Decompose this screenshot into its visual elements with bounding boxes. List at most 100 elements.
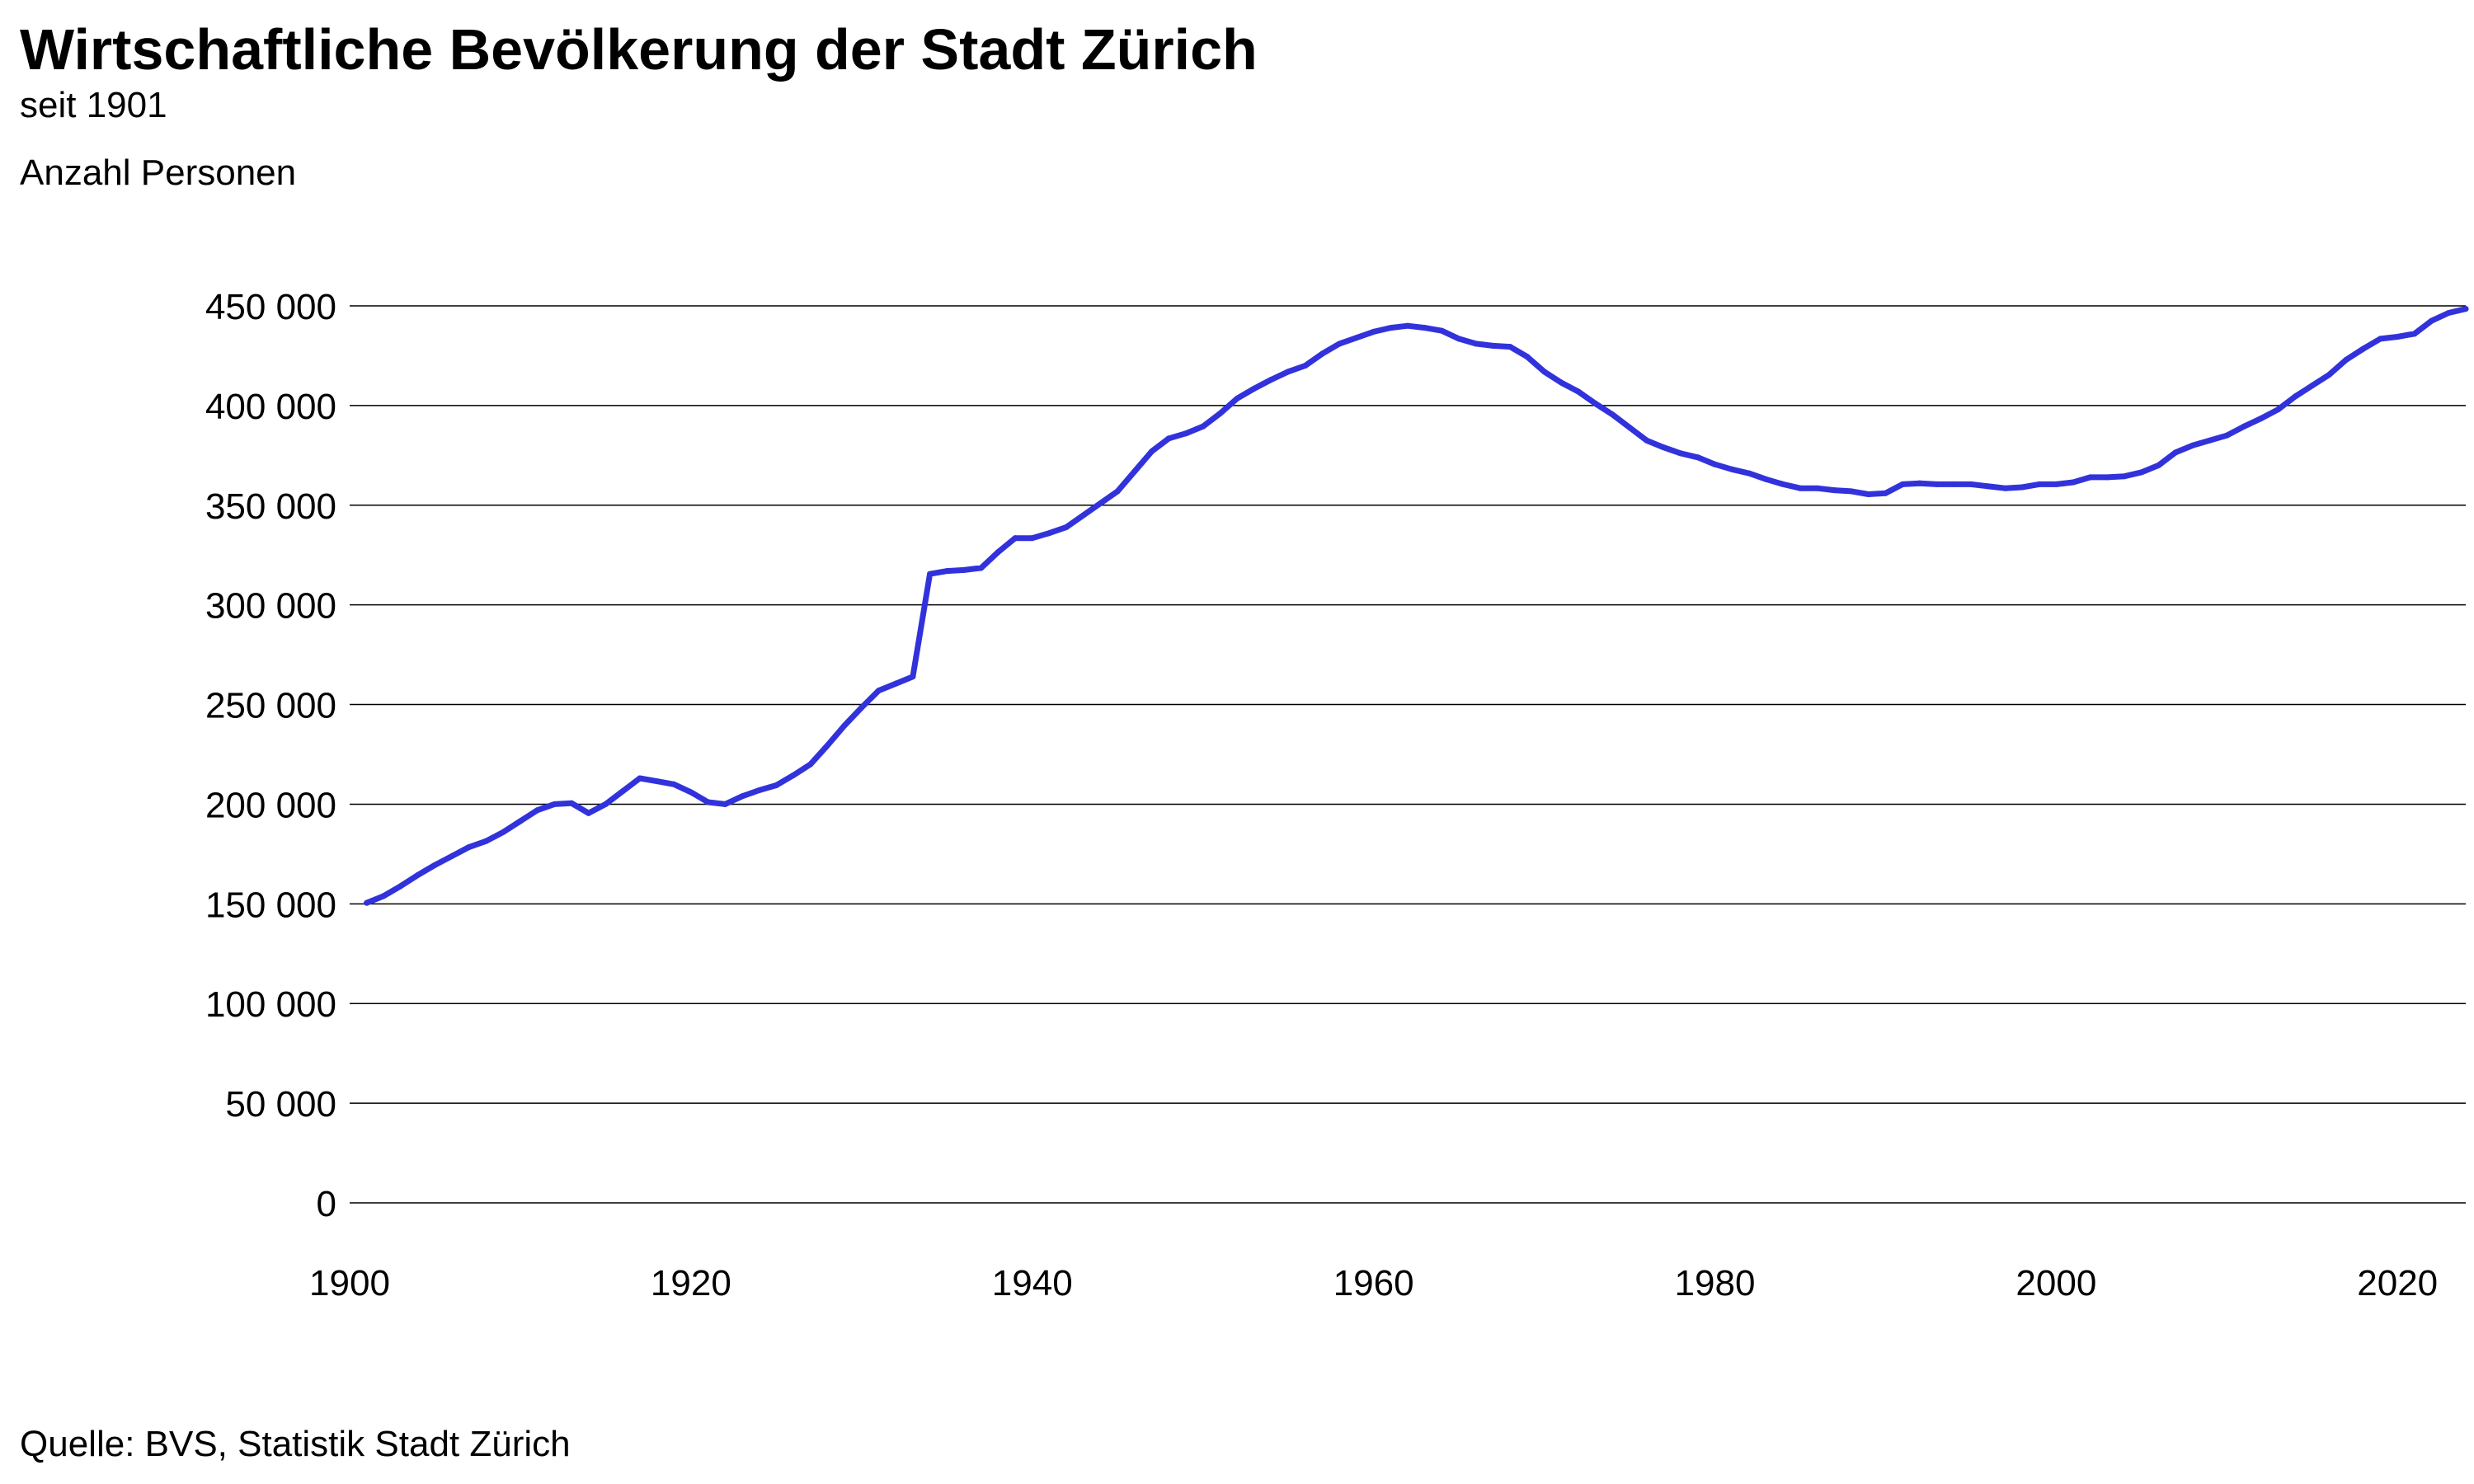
- x-tick-label: 1920: [651, 1263, 731, 1303]
- data-point: [1950, 481, 1957, 487]
- x-tick-label: 1900: [309, 1263, 390, 1303]
- data-point: [1592, 400, 1599, 406]
- data-point: [466, 843, 473, 850]
- data-point: [568, 800, 575, 806]
- y-tick-label: 0: [317, 1184, 336, 1224]
- data-point: [2462, 306, 2469, 312]
- data-points: [364, 306, 2469, 906]
- data-point: [1695, 454, 1701, 461]
- data-point: [1149, 448, 1155, 454]
- data-point: [876, 688, 882, 694]
- data-point: [1814, 485, 1821, 491]
- x-tick-label: 2020: [2357, 1263, 2438, 1303]
- data-point: [1780, 481, 1786, 487]
- data-point: [1080, 512, 1087, 519]
- data-point: [1046, 530, 1052, 537]
- y-tick-label: 450 000: [205, 287, 336, 327]
- data-point: [1473, 340, 1479, 347]
- data-point: [807, 761, 814, 768]
- data-point: [1968, 481, 1974, 487]
- data-point: [397, 883, 404, 890]
- data-point: [2070, 479, 2077, 486]
- gridlines: [350, 305, 2466, 1204]
- data-point: [1558, 379, 1564, 386]
- data-point: [1029, 535, 1036, 542]
- data-point: [1899, 481, 1906, 487]
- data-point: [1729, 466, 1735, 472]
- data-point: [1865, 491, 1872, 497]
- data-point: [2223, 432, 2230, 439]
- data-point: [1387, 325, 1394, 331]
- data-point: [449, 852, 455, 859]
- data-point: [653, 778, 660, 785]
- chart-subtitle: seit 1901: [20, 85, 167, 125]
- series-line: [364, 306, 2469, 906]
- y-tick-label: 400 000: [205, 387, 336, 427]
- data-point: [688, 789, 694, 796]
- data-point: [2138, 469, 2145, 476]
- data-point: [380, 893, 387, 899]
- data-point: [1234, 395, 1240, 402]
- data-point: [1251, 385, 1258, 392]
- data-point: [1831, 487, 1837, 494]
- data-point: [858, 704, 865, 711]
- data-point: [1200, 423, 1206, 430]
- data-point: [1882, 490, 1888, 496]
- data-point: [773, 782, 779, 788]
- data-point: [1404, 322, 1411, 329]
- data-point: [1848, 488, 1855, 495]
- data-point: [705, 799, 712, 805]
- data-point: [1012, 535, 1018, 542]
- data-point: [1319, 350, 1326, 357]
- data-point: [670, 781, 677, 787]
- data-point: [1711, 461, 1718, 467]
- data-point: [1183, 430, 1189, 437]
- y-tick-label: 100 000: [205, 984, 336, 1025]
- data-point: [2411, 331, 2418, 337]
- data-point: [1268, 376, 1274, 383]
- data-point: [1285, 369, 1291, 375]
- x-axis-ticks: 1900 1920 1940 1960 1980 2000 2020: [309, 1263, 2438, 1303]
- data-point: [1797, 485, 1804, 491]
- x-tick-label: 1940: [992, 1263, 1073, 1303]
- data-point: [790, 772, 797, 778]
- data-point: [1660, 444, 1667, 451]
- data-point: [1575, 388, 1582, 395]
- data-point: [2429, 317, 2435, 324]
- data-point: [2309, 383, 2316, 389]
- data-point: [1541, 369, 1548, 375]
- data-point: [995, 549, 1001, 556]
- data-point: [1609, 411, 1616, 418]
- data-point: [841, 722, 848, 729]
- data-point: [961, 566, 967, 573]
- data-point: [1216, 411, 1223, 417]
- x-tick-label: 1980: [1675, 1263, 1756, 1303]
- data-point: [1063, 524, 1070, 530]
- data-point: [1456, 336, 1462, 342]
- data-point: [1165, 435, 1172, 442]
- data-point: [2104, 474, 2110, 481]
- data-point: [2019, 484, 2025, 491]
- data-point: [2258, 416, 2265, 422]
- data-point: [2172, 449, 2179, 456]
- data-point: [1438, 327, 1445, 334]
- data-point: [2087, 474, 2094, 481]
- data-point: [2360, 345, 2367, 352]
- data-point: [1763, 476, 1770, 482]
- data-point: [1131, 468, 1138, 475]
- data-point: [824, 742, 830, 749]
- data-point: [2241, 423, 2247, 430]
- data-point: [2121, 473, 2128, 480]
- data-point: [483, 838, 490, 844]
- y-axis-ticks: 0 50 000 100 000 150 000 200 000 250 000 300 0…: [205, 287, 336, 1224]
- data-point: [2189, 442, 2196, 448]
- data-point: [927, 571, 934, 577]
- data-point: [2053, 481, 2059, 487]
- data-point: [619, 788, 626, 795]
- data-point: [2207, 437, 2213, 444]
- data-point: [1677, 450, 1684, 457]
- data-point: [2274, 406, 2281, 413]
- data-point: [1489, 342, 1496, 349]
- data-point: [1302, 363, 1309, 369]
